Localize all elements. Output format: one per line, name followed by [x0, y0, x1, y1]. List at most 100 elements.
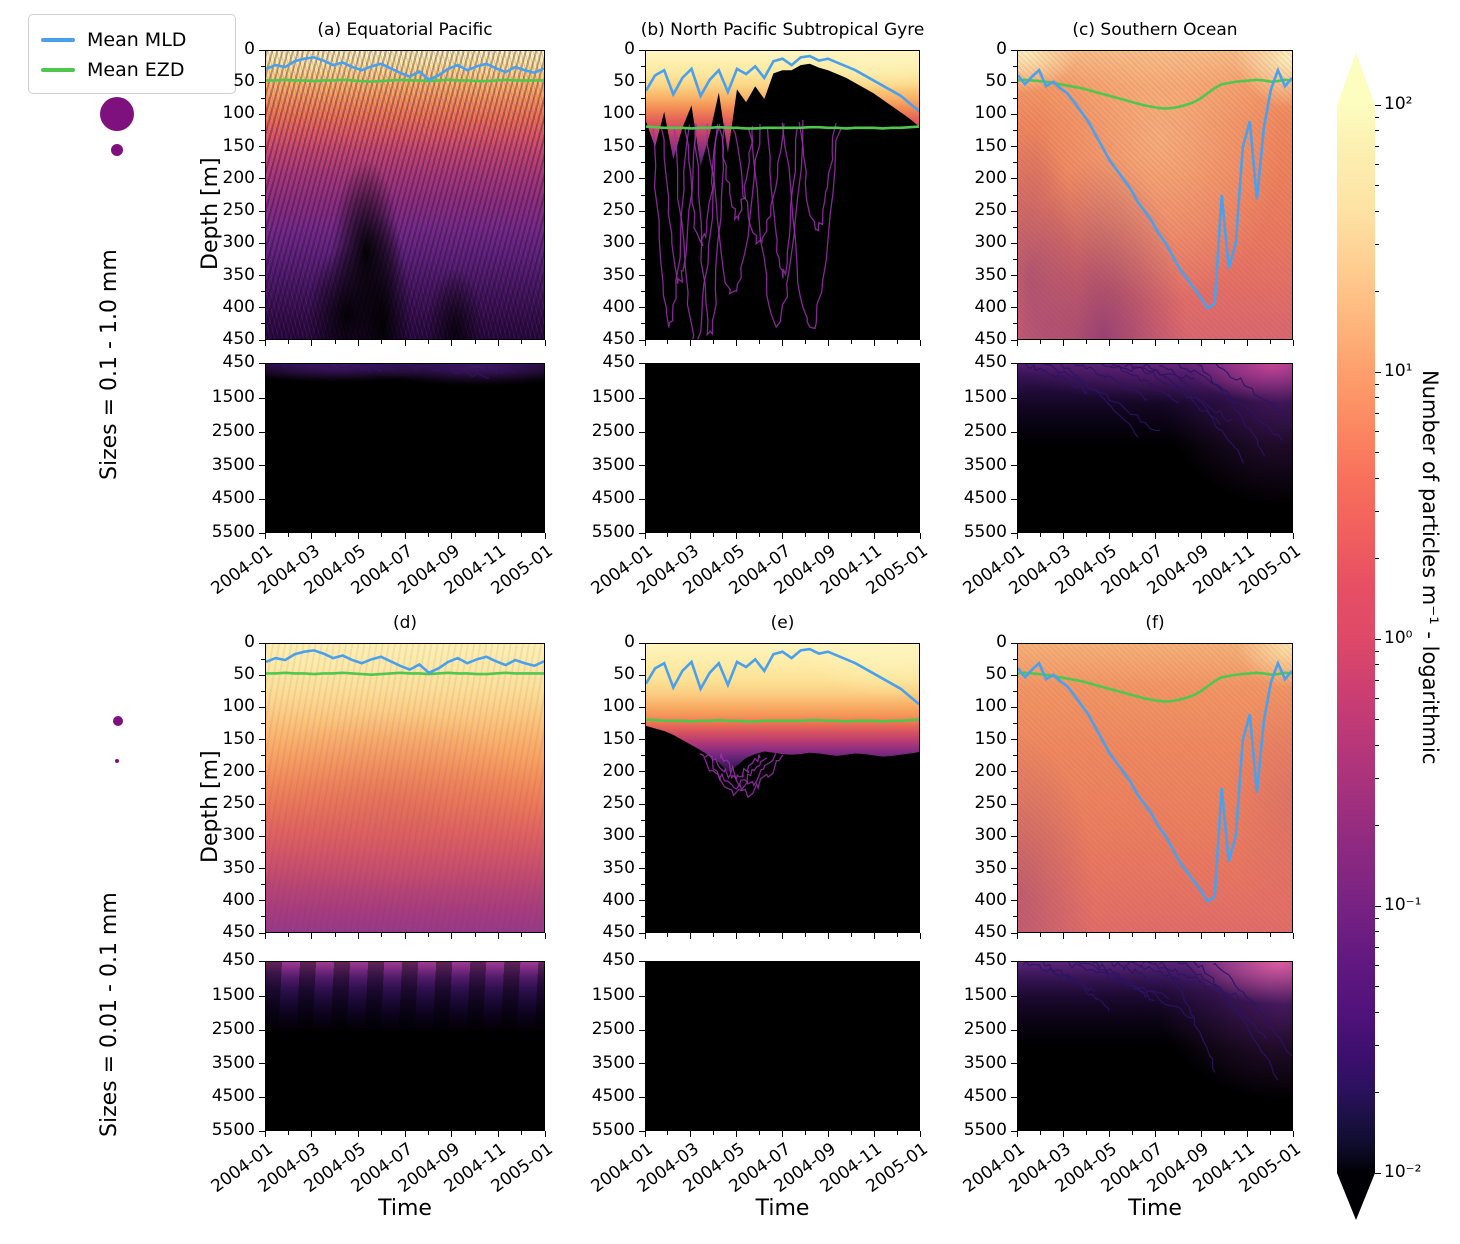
- x-tick: [644, 933, 646, 939]
- y-minor-tick: [641, 162, 645, 164]
- y-tick: [1011, 1063, 1017, 1065]
- y-tick: [1011, 431, 1017, 433]
- x-tick: [1085, 933, 1087, 937]
- x-tick: [1246, 340, 1248, 346]
- x-tick: [521, 533, 523, 537]
- x-tick: [713, 340, 715, 344]
- particle-filament: [695, 123, 725, 334]
- y-tick-label: 2500: [211, 421, 255, 441]
- y-tick-label: 0: [624, 632, 635, 652]
- y-tick: [259, 178, 265, 180]
- y-tick: [259, 706, 265, 708]
- x-tick: [1108, 340, 1110, 346]
- y-tick: [1011, 835, 1017, 837]
- colorbar-minor-tick: [1375, 985, 1379, 987]
- y-tick-label: 0: [244, 39, 255, 59]
- deep-particle-filament: [1127, 962, 1188, 987]
- y-minor-tick: [641, 916, 645, 918]
- y-tick: [1011, 498, 1017, 500]
- y-tick: [639, 339, 645, 341]
- y-tick: [1011, 932, 1017, 934]
- colorbar-minor-tick: [1375, 931, 1379, 933]
- x-tick: [451, 933, 453, 939]
- y-tick: [259, 960, 265, 962]
- x-tick: [497, 933, 499, 939]
- y-tick-label: 1500: [591, 985, 635, 1006]
- y-tick-label: 4500: [963, 1086, 1007, 1107]
- y-minor-tick: [261, 819, 265, 821]
- x-tick: [782, 1131, 783, 1137]
- y-tick-label: 350: [222, 857, 255, 878]
- y-minor-tick: [641, 323, 645, 325]
- x-tick: [311, 340, 313, 346]
- colorbar-minor-tick: [1375, 430, 1379, 432]
- x-tick: [667, 933, 669, 937]
- mld-line-swatch: [41, 38, 75, 42]
- y-minor-tick: [1013, 723, 1017, 725]
- y-tick: [1011, 210, 1017, 212]
- x-tick: [497, 340, 499, 346]
- mean-mld-line: [646, 56, 919, 111]
- size-label-row2: Sizes = 0.01 - 0.1 mm: [97, 892, 122, 1138]
- particle-filament: [707, 124, 760, 294]
- y-tick-label: 100: [974, 696, 1007, 717]
- x-tick: [736, 933, 738, 939]
- y-tick: [259, 113, 265, 115]
- y-minor-tick: [261, 194, 265, 196]
- y-tick-label: 100: [222, 696, 255, 717]
- deep-particle-filament: [1211, 364, 1292, 439]
- x-tick: [311, 533, 313, 539]
- y-tick: [1011, 178, 1017, 180]
- void-region: [646, 63, 919, 339]
- y-tick: [1011, 339, 1017, 341]
- particle-filament: [719, 126, 753, 220]
- colorbar-minor-tick: [1375, 917, 1379, 919]
- x-tick: [544, 1131, 546, 1137]
- x-tick: [1200, 1131, 1202, 1137]
- y-tick: [1011, 900, 1017, 902]
- y-tick: [639, 431, 645, 433]
- colorbar-tick-label: 10²: [1384, 94, 1413, 114]
- y-minor-tick: [1013, 658, 1017, 660]
- y-tick-label: 450: [602, 950, 635, 970]
- panel-c-heatmap: [1017, 50, 1293, 340]
- x-tick: [804, 340, 806, 344]
- x-tick: [1154, 340, 1156, 346]
- y-tick: [259, 49, 265, 51]
- size-dot-small-row1: [111, 144, 123, 156]
- x-tick: [850, 340, 852, 344]
- y-minor-tick: [641, 658, 645, 660]
- y-minor-tick: [641, 194, 645, 196]
- legend-item-mld: Mean MLD: [41, 25, 223, 55]
- deep-particle-filament: [1109, 962, 1162, 986]
- y-minor-tick: [261, 258, 265, 260]
- y-tick-label: 2500: [591, 421, 635, 441]
- y-tick-label: 350: [602, 857, 635, 878]
- x-tick: [1223, 1131, 1225, 1135]
- y-tick: [639, 178, 645, 180]
- x-tick: [497, 533, 499, 539]
- x-tick: [311, 1131, 313, 1137]
- x-tick: [1016, 533, 1018, 539]
- colorbar-tick: [1375, 104, 1381, 106]
- x-tick: [1108, 533, 1110, 539]
- y-tick-label: 2500: [963, 1019, 1007, 1039]
- mean-ezd-line: [646, 127, 919, 129]
- mean-mld-line: [266, 57, 544, 79]
- y-tick-label: 250: [222, 793, 255, 814]
- x-tick: [1292, 1131, 1294, 1137]
- colorbar-minor-tick: [1375, 825, 1379, 827]
- y-tick: [639, 498, 645, 500]
- x-tick: [1292, 533, 1294, 539]
- x-tick: [873, 340, 875, 346]
- x-tick: [1085, 340, 1087, 344]
- y-tick-label: 250: [222, 200, 255, 221]
- y-minor-tick: [1013, 162, 1017, 164]
- y-minor-tick: [641, 130, 645, 132]
- y-tick-label: 100: [602, 696, 635, 717]
- particle-filament: [674, 124, 717, 339]
- x-tick: [827, 933, 829, 939]
- x-tick: [736, 1131, 738, 1137]
- y-tick: [1011, 113, 1017, 115]
- mean-mld-line: [1018, 70, 1292, 308]
